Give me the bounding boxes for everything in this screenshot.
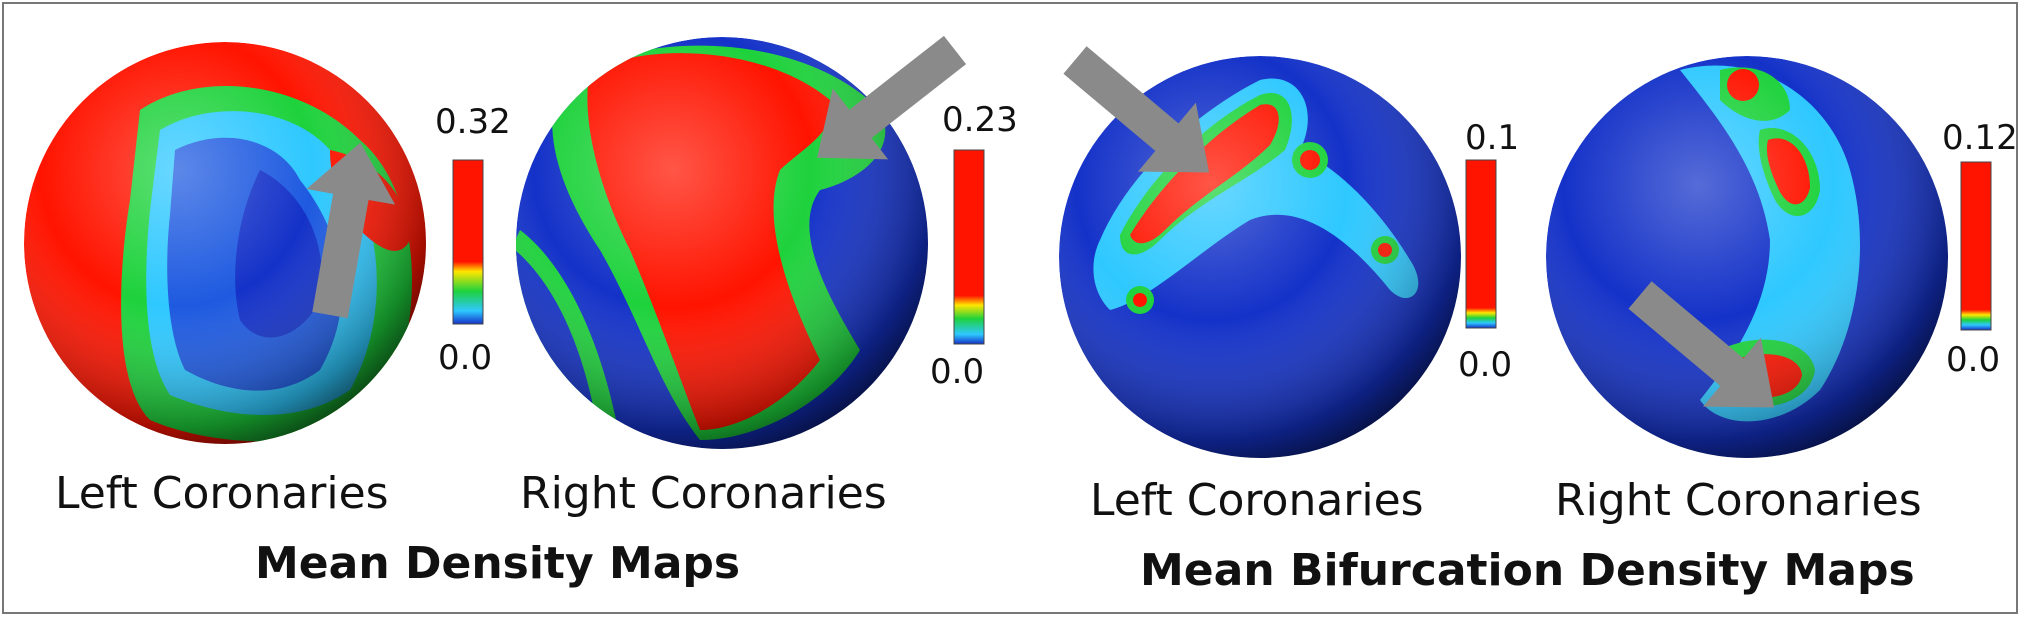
colorbar (953, 149, 985, 345)
colorbar-min-label: 0.0 (1946, 340, 2001, 380)
panel-label: Left Coronaries (55, 468, 389, 519)
colorbar-min-label: 0.0 (930, 352, 985, 392)
group-label: Mean Density Maps (255, 538, 741, 589)
arrow-pointer (1628, 281, 1775, 408)
panel-label: Right Coronaries (520, 468, 887, 519)
colorbar-max-label: 0.1 (1465, 118, 1520, 158)
arrow-pointer (1063, 46, 1210, 173)
colorbar (1465, 159, 1497, 329)
colorbar-min-label: 0.0 (438, 338, 493, 378)
arrow-pointer (306, 142, 396, 319)
colorbar (452, 159, 484, 325)
panel-label: Left Coronaries (1090, 475, 1424, 526)
colorbar-min-label: 0.0 (1458, 345, 1513, 385)
panel-label: Right Coronaries (1555, 475, 1922, 526)
colorbar-max-label: 0.23 (942, 100, 1018, 140)
colorbar (1960, 161, 1992, 331)
colorbar-max-label: 0.32 (435, 102, 511, 142)
colorbar-max-label: 0.12 (1942, 118, 2018, 158)
sphere-left-coronaries-density (24, 42, 426, 444)
arrow-pointer (817, 35, 967, 160)
group-label: Mean Bifurcation Density Maps (1140, 545, 1915, 596)
